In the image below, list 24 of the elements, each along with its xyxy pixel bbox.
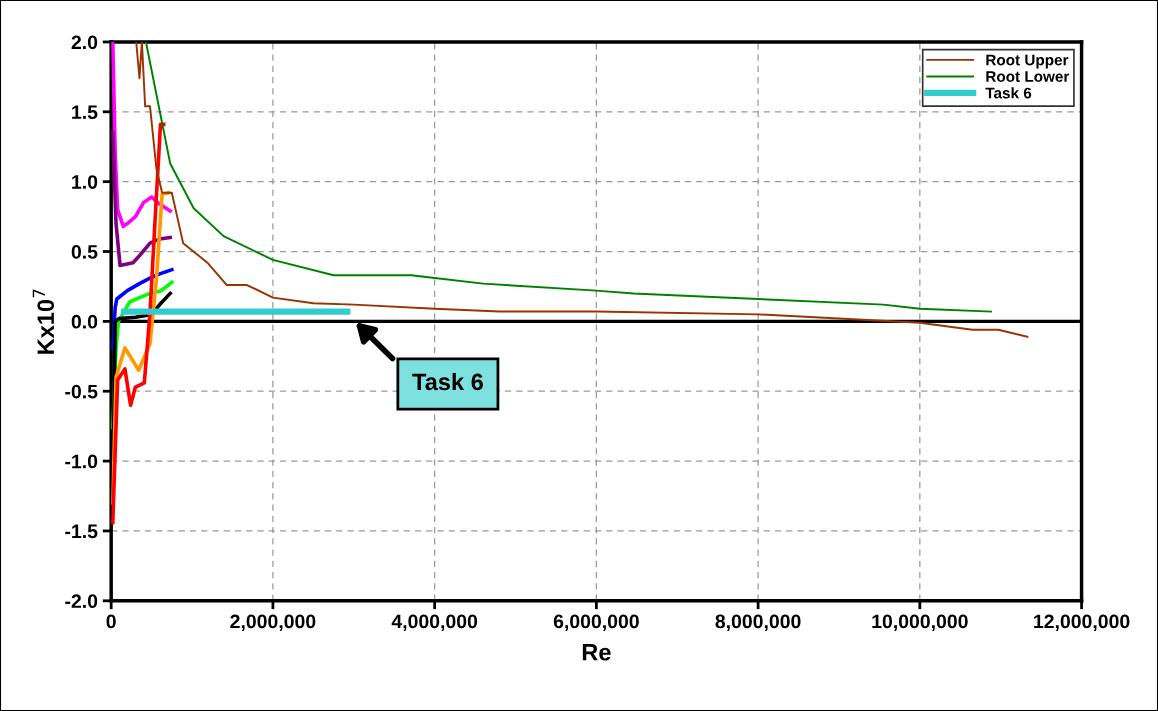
y-tick-label: 0.0: [71, 314, 98, 329]
x-tick-label: 0: [106, 614, 116, 629]
y-tick-label: -1.5: [65, 524, 98, 539]
y-tick-label: 0.5: [71, 244, 98, 259]
x-axis-title: Re: [582, 644, 611, 661]
y-tick-label: 1.5: [72, 105, 98, 120]
x-tick-label: 10,000,000: [872, 614, 968, 632]
x-tick-label: 2,000,000: [230, 614, 316, 632]
x-tick-label: 8,000,000: [715, 614, 801, 632]
x-tick-label: 12,000,000: [1034, 614, 1130, 632]
y-tick-label: 1.0: [72, 175, 98, 189]
line-series: [111, 122, 166, 525]
y-tick-label: -0.5: [65, 384, 98, 399]
y-tick-label: -2.0: [65, 594, 98, 609]
legend-label: Root Upper: [986, 54, 1069, 69]
y-axis-title: Kx10$^{7}$: [32, 289, 55, 354]
line-series: [111, 130, 173, 268]
x-tick-label: 4,000,000: [391, 614, 478, 632]
legend-label: Root Lower: [986, 71, 1070, 82]
annotation: Task 6: [412, 372, 483, 391]
y-tick-label: -1.0: [65, 454, 98, 469]
y-tick-label: 2.0: [71, 35, 98, 50]
legend-label: Task 6: [985, 87, 1032, 99]
x-tick-label: 6,000,000: [553, 614, 639, 632]
